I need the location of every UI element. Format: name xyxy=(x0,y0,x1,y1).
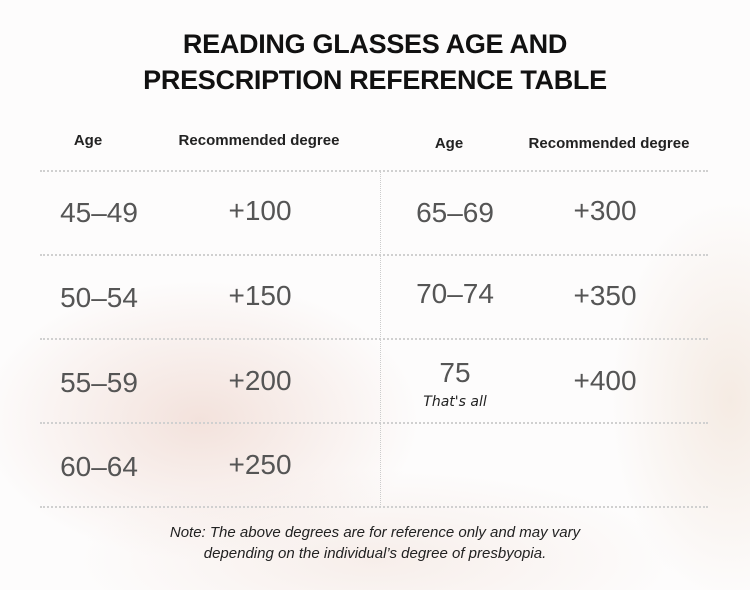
degree-cell: +250 xyxy=(228,449,292,480)
row-divider xyxy=(40,338,708,340)
row-divider xyxy=(40,422,708,424)
header-degree-right: Recommended degree xyxy=(528,135,690,152)
age-cell: 45–49 xyxy=(60,197,138,228)
footnote-line-2: depending on the individual’s degree of … xyxy=(203,545,547,562)
page-title: READING GLASSES AGE AND PRESCRIPTION REF… xyxy=(0,26,750,98)
title-line-2: PRESCRIPTION REFERENCE TABLE xyxy=(143,65,607,95)
age-cell: 70–74 xyxy=(416,278,494,309)
age-cell: 55–59 xyxy=(60,367,138,398)
header-age-right: Age xyxy=(434,135,464,152)
degree-cell: +200 xyxy=(228,365,292,396)
column-divider xyxy=(380,172,381,507)
age-cell: 60–64 xyxy=(60,451,138,482)
footnote: Note: The above degrees are for referenc… xyxy=(0,522,750,564)
degree-cell: +100 xyxy=(228,195,292,226)
row-divider xyxy=(40,254,708,256)
header-age-left: Age xyxy=(73,132,103,149)
degree-cell: +300 xyxy=(573,195,637,226)
degree-cell: +350 xyxy=(573,280,637,311)
degree-cell: +400 xyxy=(573,365,637,396)
age-cell: 50–54 xyxy=(60,282,138,313)
header-degree-left: Recommended degree xyxy=(178,132,340,149)
age-cell: 65–69 xyxy=(416,197,494,228)
row-divider xyxy=(40,506,708,508)
title-line-1: READING GLASSES AGE AND xyxy=(182,29,568,59)
degree-cell: +150 xyxy=(228,280,292,311)
age-cell: 75 xyxy=(439,357,471,388)
footnote-line-1: Note: The above degrees are for referenc… xyxy=(169,524,581,541)
row-divider xyxy=(40,170,708,172)
age-note: That's all xyxy=(423,394,487,410)
